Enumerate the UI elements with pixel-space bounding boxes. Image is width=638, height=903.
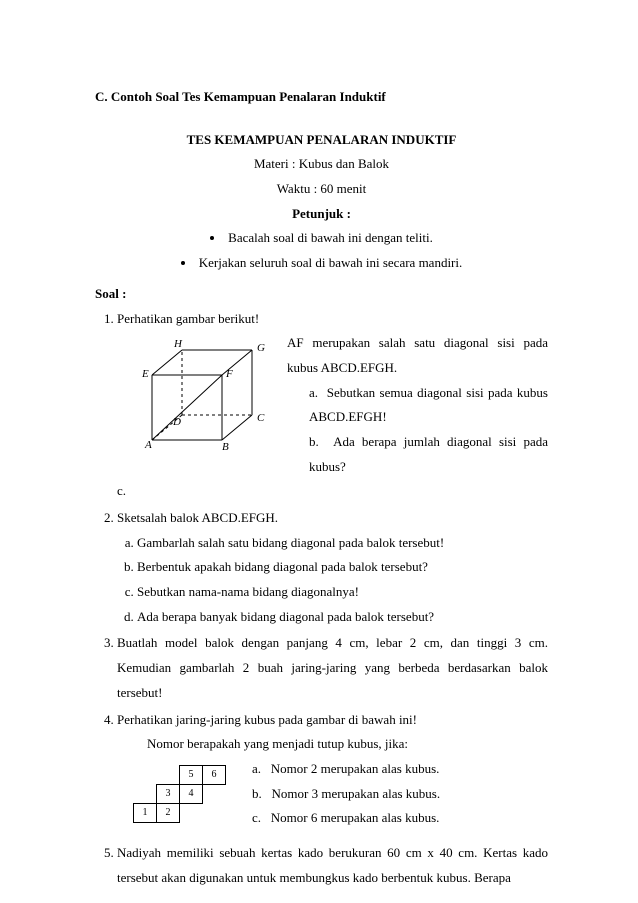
q1-sub-a: a. Sebutkan semua diagonal sisi pada kub… <box>287 381 548 430</box>
net-figure: 123456 <box>127 759 242 839</box>
q2-b: Berbentuk apakah bidang diagonal pada ba… <box>137 555 548 580</box>
svg-text:B: B <box>222 441 229 453</box>
q2-a: Gambarlah salah satu bidang diagonal pad… <box>137 531 548 556</box>
q1-lead: Perhatikan gambar berikut! <box>117 311 259 326</box>
questions-list: Perhatikan gambar berikut! <box>95 307 548 891</box>
svg-text:E: E <box>141 368 149 380</box>
q2-d: Ada berapa banyak bidang diagonal pada b… <box>137 605 548 630</box>
svg-text:F: F <box>225 368 233 380</box>
question-5: Nadiyah memiliki sebuah kertas kado beru… <box>117 841 548 890</box>
question-2: Sketsalah balok ABCD.EFGH. Gambarlah sal… <box>117 506 548 629</box>
soal-label: Soal : <box>95 282 548 307</box>
waktu-line: Waktu : 60 menit <box>95 177 548 202</box>
question-4: Perhatikan jaring-jaring kubus pada gamb… <box>117 708 548 839</box>
net-cell: 6 <box>202 765 226 785</box>
net-cell: 4 <box>179 784 203 804</box>
net-cell: 3 <box>156 784 180 804</box>
question-3: Buatlah model balok dengan panjang 4 cm,… <box>117 631 548 705</box>
petunjuk-item: Bacalah soal di bawah ini dengan teliti. <box>95 226 548 251</box>
svg-text:G: G <box>257 342 265 354</box>
petunjuk-item: Kerjakan seluruh soal di bawah ini secar… <box>95 251 548 276</box>
cube-svg: A B C D E F G H <box>127 335 277 455</box>
q1-sub-c: c. <box>117 479 548 504</box>
svg-text:A: A <box>144 439 152 451</box>
q1-sub-b: b. Ada berapa jumlah diagonal sisi pada … <box>287 430 548 479</box>
document-page: C. Contoh Soal Tes Kemampuan Penalaran I… <box>0 0 638 903</box>
section-title: C. Contoh Soal Tes Kemampuan Penalaran I… <box>95 85 548 110</box>
q4-lead: Perhatikan jaring-jaring kubus pada gamb… <box>117 712 417 727</box>
q2-sublist: Gambarlah salah satu bidang diagonal pad… <box>117 531 548 630</box>
question-1: Perhatikan gambar berikut! <box>117 307 548 505</box>
materi-line: Materi : Kubus dan Balok <box>95 152 548 177</box>
petunjuk-list: Bacalah soal di bawah ini dengan teliti.… <box>95 226 548 275</box>
q1-paragraph: AF merupakan salah satu diagonal sisi pa… <box>287 331 548 380</box>
q4-subtext: Nomor berapakah yang menjadi tutup kubus… <box>117 732 548 757</box>
svg-text:H: H <box>173 338 183 350</box>
svg-text:C: C <box>257 412 265 424</box>
q2-lead: Sketsalah balok ABCD.EFGH. <box>117 510 278 525</box>
petunjuk-label: Petunjuk : <box>95 202 548 227</box>
svg-text:D: D <box>172 416 181 428</box>
net-cell: 5 <box>179 765 203 785</box>
main-heading: TES KEMAMPUAN PENALARAN INDUKTIF <box>95 128 548 153</box>
cube-figure: A B C D E F G H <box>127 335 277 455</box>
q1-text-block: AF merupakan salah satu diagonal sisi pa… <box>287 331 548 479</box>
net-cell: 1 <box>133 803 157 823</box>
net-cell: 2 <box>156 803 180 823</box>
q2-c: Sebutkan nama-nama bidang diagonalnya! <box>137 580 548 605</box>
